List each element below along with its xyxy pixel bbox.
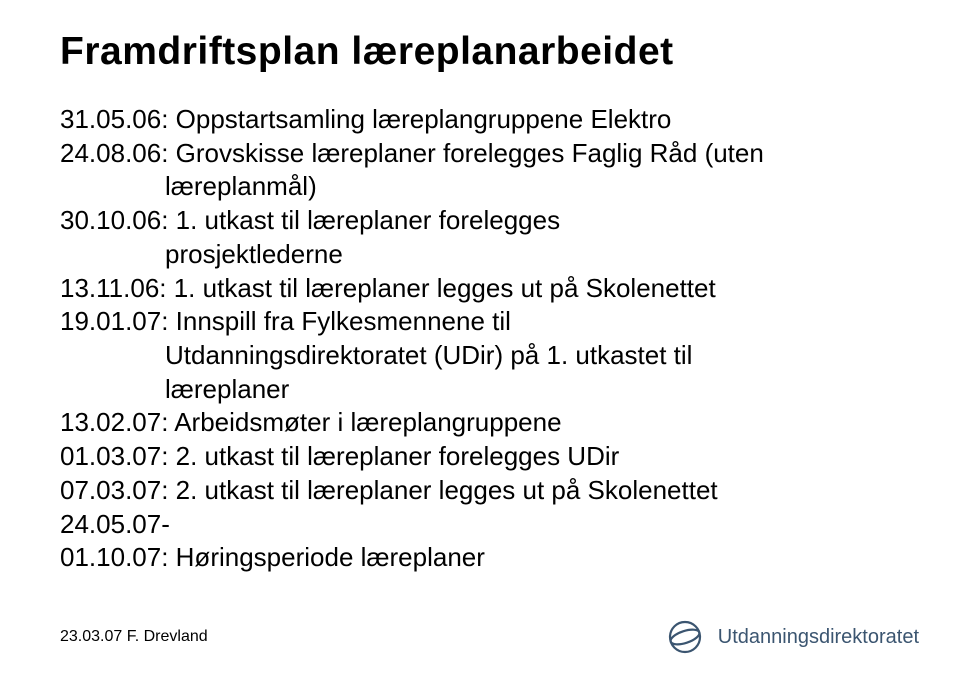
body-line: 30.10.06: 1. utkast til læreplaner forel…	[60, 205, 899, 237]
footer: 23.03.07 F. Drevland Utdanningsdirektora…	[0, 616, 959, 676]
body-line: 19.01.07: Innspill fra Fylkesmennene til	[60, 306, 899, 338]
body-line: 24.05.07-	[60, 509, 899, 541]
body-line: 13.11.06: 1. utkast til læreplaner legge…	[60, 273, 899, 305]
body-line: læreplaner	[60, 374, 899, 406]
body-line: Utdanningsdirektoratet (UDir) på 1. utka…	[60, 340, 899, 372]
body-line: 13.02.07: Arbeidsmøter i læreplangruppen…	[60, 407, 899, 439]
footer-logo-block: Utdanningsdirektoratet	[664, 616, 919, 658]
slide: Framdriftsplan læreplanarbeidet 31.05.06…	[0, 0, 959, 676]
page-title: Framdriftsplan læreplanarbeidet	[60, 30, 899, 74]
body-line: 24.08.06: Grovskisse læreplaner forelegg…	[60, 138, 899, 170]
globe-logo-icon	[664, 616, 706, 658]
body-text: 31.05.06: Oppstartsamling læreplangruppe…	[60, 104, 899, 574]
body-line: 31.05.06: Oppstartsamling læreplangruppe…	[60, 104, 899, 136]
body-line: 01.10.07: Høringsperiode læreplaner	[60, 542, 899, 574]
body-line: 01.03.07: 2. utkast til læreplaner forel…	[60, 441, 899, 473]
footer-date-author: 23.03.07 F. Drevland	[60, 628, 208, 646]
body-line: læreplanmål)	[60, 171, 899, 203]
body-line: prosjektlederne	[60, 239, 899, 271]
body-line: 07.03.07: 2. utkast til læreplaner legge…	[60, 475, 899, 507]
footer-logo-text: Utdanningsdirektoratet	[718, 626, 919, 649]
